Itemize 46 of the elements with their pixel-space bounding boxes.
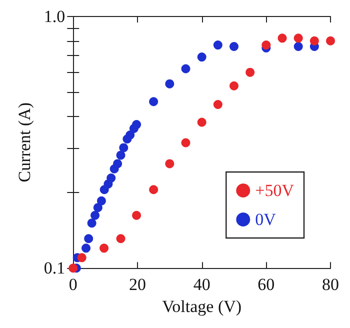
point [132, 120, 142, 130]
point [116, 234, 126, 244]
y-tick-label: 0.1 [44, 258, 66, 278]
point [84, 234, 94, 244]
legend-label: 0V [255, 210, 277, 229]
point [149, 97, 158, 106]
x-tick-label: 0 [68, 275, 78, 294]
point [82, 244, 91, 253]
point [278, 34, 287, 43]
y-axis-title: Current (A) [15, 102, 34, 182]
point [77, 253, 86, 262]
point [165, 159, 174, 168]
point [197, 52, 206, 62]
point [310, 36, 319, 46]
point [294, 34, 303, 43]
point [149, 185, 158, 194]
point [294, 42, 303, 51]
point [213, 100, 222, 109]
point [116, 150, 126, 160]
point [126, 130, 135, 140]
point [326, 36, 335, 46]
x-axis-title: Voltage (V) [162, 297, 242, 316]
x-tick-label: 40 [193, 275, 210, 294]
point [181, 64, 190, 74]
point [165, 79, 174, 88]
point [96, 196, 106, 206]
point [113, 159, 122, 168]
point [87, 218, 96, 228]
point [132, 210, 142, 220]
point [213, 40, 222, 50]
point [90, 210, 100, 220]
point [100, 244, 109, 253]
point [230, 81, 238, 90]
y-tick-label: 1.0 [44, 7, 66, 26]
point [262, 40, 271, 50]
point [181, 138, 190, 148]
x-tick-label: 80 [322, 275, 339, 294]
point [230, 42, 238, 51]
point [119, 143, 128, 152]
x-tick-label: 60 [258, 275, 275, 294]
point [93, 203, 102, 212]
legend-label: +50V [255, 181, 295, 200]
point [106, 174, 116, 183]
x-tick-label: 20 [128, 275, 146, 294]
point [246, 68, 255, 77]
point [197, 118, 206, 127]
